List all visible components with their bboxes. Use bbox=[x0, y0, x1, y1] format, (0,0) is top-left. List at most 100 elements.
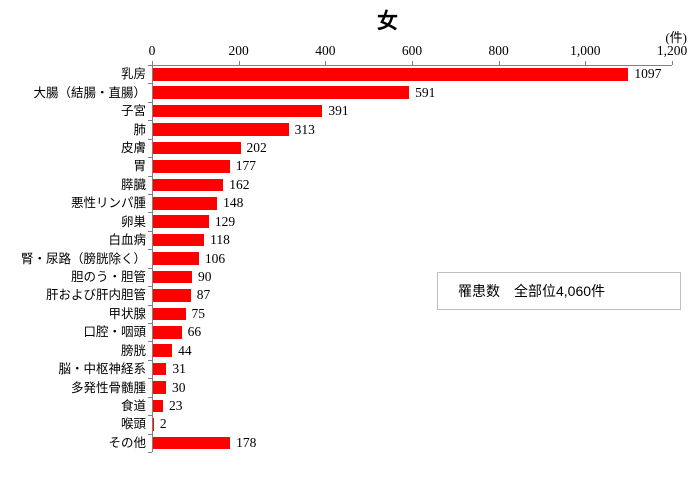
value-label: 162 bbox=[229, 176, 250, 192]
category-label: 脳・中枢神経系 bbox=[58, 362, 146, 377]
bar bbox=[153, 233, 205, 247]
category-label: 子宮 bbox=[120, 104, 146, 119]
bar bbox=[153, 160, 230, 173]
y-axis-tick-mark bbox=[148, 452, 152, 453]
y-axis-tick-mark bbox=[148, 378, 152, 380]
category-label: 卵巣 bbox=[120, 214, 146, 229]
y-axis-tick-mark bbox=[148, 304, 152, 306]
bar bbox=[153, 252, 199, 265]
value-label: 118 bbox=[210, 232, 230, 248]
bar bbox=[153, 399, 163, 413]
bar bbox=[153, 289, 191, 302]
y-axis-tick-mark bbox=[148, 359, 152, 361]
value-label: 591 bbox=[415, 84, 436, 100]
x-axis-tick-mark bbox=[672, 61, 673, 65]
value-label: 23 bbox=[168, 397, 183, 413]
y-axis-tick-mark bbox=[148, 341, 152, 343]
bar bbox=[153, 326, 182, 339]
value-label: 148 bbox=[223, 195, 244, 211]
bar bbox=[153, 436, 231, 450]
x-axis-tick-label: 800 bbox=[488, 43, 509, 58]
bar bbox=[153, 86, 410, 99]
x-axis-tick-label: 1,200 bbox=[656, 43, 688, 58]
y-axis-tick-mark bbox=[148, 157, 152, 159]
category-label: 膵臓 bbox=[120, 177, 146, 192]
category-label: 食道 bbox=[120, 398, 146, 413]
y-axis-tick-mark bbox=[148, 286, 152, 288]
value-label: 31 bbox=[172, 361, 186, 377]
bar bbox=[153, 362, 167, 376]
category-label: 胆のう・胆管 bbox=[70, 269, 146, 284]
category-label: 口腔・咽頭 bbox=[83, 325, 146, 340]
annotation-text: 罹患数 全部位4,060件 bbox=[458, 283, 606, 299]
value-label: 2 bbox=[159, 416, 167, 432]
category-label: 白血病 bbox=[108, 233, 146, 248]
x-axis-tick-label: 0 bbox=[148, 43, 156, 58]
y-axis-tick-mark bbox=[148, 249, 152, 251]
category-label: 喉頭 bbox=[120, 417, 146, 432]
y-axis-tick-mark bbox=[148, 396, 152, 398]
category-label: 胃 bbox=[133, 159, 146, 174]
x-axis-tick-mark bbox=[498, 61, 500, 65]
bar bbox=[153, 307, 186, 321]
x-axis-tick-label: 600 bbox=[401, 43, 423, 58]
bar bbox=[153, 68, 629, 81]
bar bbox=[153, 104, 323, 118]
plot-area bbox=[152, 65, 672, 452]
category-label: 多発性骨髄腫 bbox=[70, 380, 146, 395]
y-axis-tick-mark bbox=[148, 138, 152, 140]
bar bbox=[153, 141, 241, 155]
y-axis-tick-mark bbox=[148, 433, 152, 435]
category-label: その他 bbox=[108, 435, 146, 450]
value-label: 1097 bbox=[634, 66, 662, 82]
bar bbox=[153, 215, 209, 228]
annotation-box: 罹患数 全部位4,060件 bbox=[437, 272, 681, 310]
x-axis-tick-mark bbox=[412, 61, 413, 65]
bar bbox=[153, 270, 192, 284]
value-label: 87 bbox=[196, 287, 211, 303]
y-axis-tick-mark bbox=[148, 83, 152, 85]
bar bbox=[153, 418, 154, 431]
y-axis-tick-mark bbox=[148, 101, 152, 103]
bar bbox=[153, 197, 218, 210]
x-axis-tick-mark bbox=[152, 61, 153, 65]
category-label: 甲状腺 bbox=[108, 306, 146, 321]
category-label: 腎・尿路（膀胱除く） bbox=[20, 251, 146, 266]
y-axis-tick-mark bbox=[148, 323, 152, 324]
y-axis-tick-mark bbox=[148, 212, 152, 214]
y-axis-tick-mark bbox=[148, 194, 152, 195]
bar bbox=[153, 381, 166, 394]
value-label: 202 bbox=[246, 139, 267, 155]
category-label: 肝および肝内胆管 bbox=[45, 288, 146, 303]
bar bbox=[153, 344, 173, 357]
x-axis-tick-label: 200 bbox=[228, 43, 249, 58]
category-label: 悪性リンパ腫 bbox=[70, 196, 146, 211]
x-axis-tick-mark bbox=[238, 61, 240, 65]
unit-label: (件) bbox=[665, 30, 687, 45]
value-label: 313 bbox=[294, 121, 315, 137]
x-axis-tick-label: 1,000 bbox=[570, 43, 601, 58]
y-axis-tick-mark bbox=[148, 175, 152, 177]
bar bbox=[153, 123, 289, 136]
x-axis-tick-label: 400 bbox=[315, 43, 336, 58]
category-label: 皮膚 bbox=[120, 140, 146, 155]
bar bbox=[153, 178, 224, 192]
y-axis-tick-mark bbox=[148, 65, 152, 66]
x-axis-tick-mark bbox=[585, 61, 587, 65]
category-label: 肺 bbox=[133, 122, 146, 137]
x-axis-tick-mark bbox=[325, 61, 327, 65]
chart-title: 女 bbox=[377, 10, 399, 33]
value-label: 177 bbox=[235, 158, 256, 174]
category-label: 膀胱 bbox=[120, 343, 146, 358]
value-label: 178 bbox=[236, 434, 257, 450]
value-label: 44 bbox=[178, 342, 192, 358]
value-label: 90 bbox=[198, 268, 212, 284]
y-axis-tick-mark bbox=[148, 267, 152, 269]
value-label: 66 bbox=[187, 324, 202, 340]
y-axis-tick-mark bbox=[148, 415, 152, 417]
y-axis-tick-mark bbox=[148, 230, 152, 232]
y-axis-tick-mark bbox=[148, 120, 152, 122]
category-label: 乳房 bbox=[120, 67, 146, 82]
value-label: 30 bbox=[172, 379, 186, 395]
